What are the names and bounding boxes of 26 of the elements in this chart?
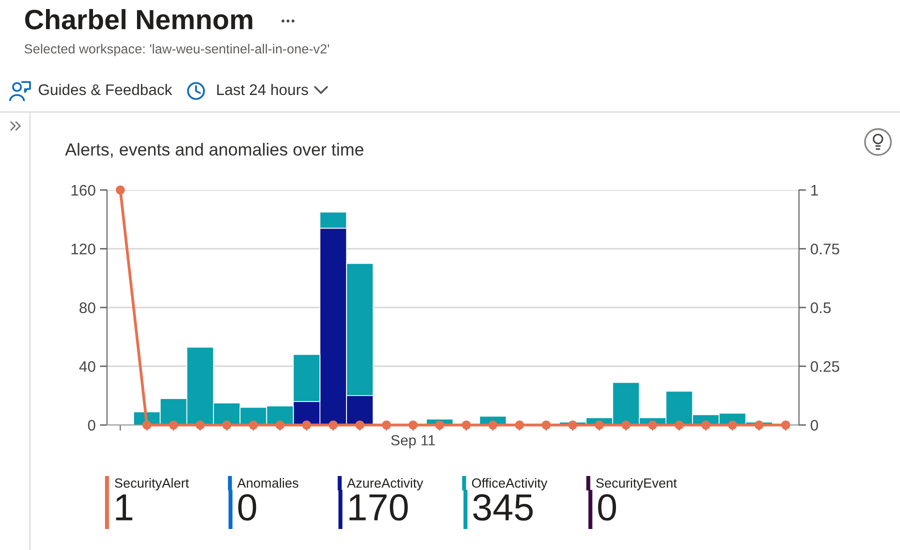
legend-label: OfficeActivity: [472, 478, 548, 490]
y-tick-label: 40: [79, 361, 96, 372]
legend-label: SecurityAlert: [114, 478, 189, 490]
y-tick-label: 160: [72, 184, 96, 196]
x-tick-label: Sep 11: [391, 435, 435, 448]
legend-label: SecurityEvent: [596, 478, 677, 490]
text: 0: [598, 494, 616, 521]
y-tick-label: 0: [88, 420, 96, 431]
text: 345: [473, 494, 533, 521]
text: 1: [116, 494, 132, 520]
text: Guides & Feedback: [38, 84, 172, 96]
y2-tick-label: 1: [811, 185, 818, 196]
y-tick-label: 120: [72, 244, 96, 254]
chart-title: Alerts, events and anomalies over time: [65, 142, 364, 158]
y2-tick-label: 0: [810, 420, 818, 431]
y2-tick-label: 0.75: [810, 244, 840, 254]
text: Last 24 hours: [217, 84, 308, 96]
y2-tick-label: 0.25: [810, 361, 840, 372]
y-tick-label: 80: [80, 302, 96, 314]
text: Charbel Nemnom: [25, 9, 252, 30]
text: 170: [350, 494, 408, 521]
text: Selected workspace: 'law-weu-sentinel-all-in-one-v2': [24, 44, 330, 56]
legend-label: AzureActivity: [346, 478, 424, 490]
y2-tick-label: 0.5: [810, 302, 831, 314]
legend-label: Anomalies: [237, 478, 298, 488]
text: 0: [238, 494, 256, 521]
